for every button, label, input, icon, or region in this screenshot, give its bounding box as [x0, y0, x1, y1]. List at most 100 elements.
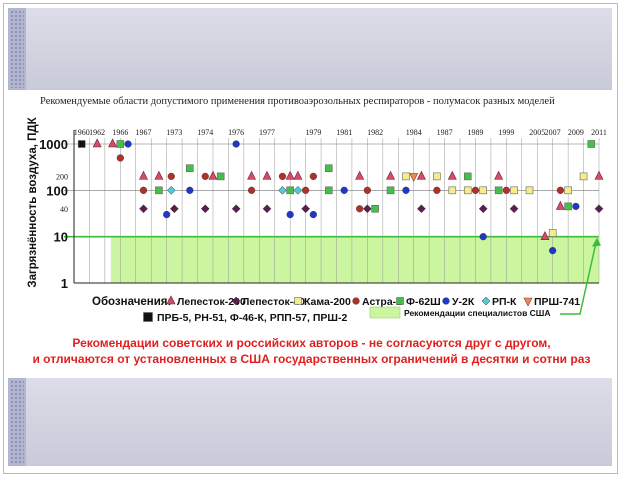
- data-point: [324, 164, 333, 173]
- data-point: [286, 210, 294, 219]
- legend-title: Обозначения:: [92, 296, 171, 308]
- data-point: [293, 185, 303, 195]
- data-point: [471, 186, 480, 194]
- us-zone-arrow: [560, 242, 597, 315]
- data-point: [301, 204, 310, 214]
- us-zone: [110, 236, 599, 283]
- data-point: [208, 170, 218, 180]
- data-point: [324, 186, 333, 195]
- data-point: [355, 170, 365, 180]
- data-point: [232, 140, 240, 148]
- year-label: 1999: [498, 128, 514, 137]
- data-point: [356, 205, 364, 213]
- year-label: 2011: [591, 128, 607, 137]
- y-tick-label: 10: [54, 230, 68, 245]
- data-point: [494, 170, 504, 180]
- data-point: [108, 138, 118, 148]
- data-point: [587, 140, 596, 148]
- conclusion-line-2: и отличаются от установленных в США госу…: [32, 352, 591, 366]
- data-point: [278, 172, 287, 180]
- data-point: [278, 185, 287, 195]
- legend-marker: [166, 295, 176, 305]
- data-point: [293, 170, 303, 180]
- data-point: [478, 204, 488, 214]
- legend-label: РП-К: [492, 296, 517, 308]
- y-axis-label: Загрязнённость воздуха, ПДК: [27, 116, 39, 287]
- year-label: 1987: [437, 128, 453, 137]
- data-point: [92, 138, 102, 148]
- legend-marker: [143, 312, 153, 322]
- conclusion-line-1: Рекомендации советских и российских авто…: [72, 336, 551, 350]
- year-label: 1962: [89, 128, 105, 137]
- data-point: [262, 204, 272, 214]
- bottom-decor-band: [8, 378, 612, 466]
- data-point: [402, 172, 410, 181]
- data-point: [363, 186, 371, 194]
- year-label: 1977: [259, 128, 275, 137]
- legend-label: ПРБ-5, РН-51, Ф-46-К, РПП-57, ПРШ-2: [157, 312, 347, 324]
- data-point: [116, 140, 125, 148]
- data-point: [463, 186, 472, 195]
- data-point: [167, 172, 175, 180]
- legend-label: Лепесток-200: [177, 296, 246, 308]
- chart-title: Рекомендуемые области допустимого примен…: [40, 96, 555, 107]
- data-point: [510, 186, 518, 195]
- data-point: [479, 186, 487, 195]
- data-point: [247, 186, 256, 194]
- data-point: [371, 204, 379, 213]
- data-point: [502, 186, 510, 194]
- legend-label: У-2К: [452, 296, 475, 308]
- data-point: [302, 186, 310, 194]
- legend-marker: [442, 297, 450, 305]
- year-label: 1979: [305, 128, 321, 137]
- data-point: [138, 170, 148, 180]
- y-tick-label: 1: [61, 276, 68, 291]
- data-point: [154, 170, 164, 180]
- year-label: 1981: [336, 128, 352, 137]
- data-point: [155, 186, 163, 195]
- data-point: [231, 204, 241, 214]
- data-point: [579, 172, 588, 181]
- legend-marker: [352, 297, 360, 305]
- data-point: [340, 186, 348, 194]
- data-point: [548, 229, 557, 237]
- data-point: [479, 233, 487, 241]
- data-point: [170, 204, 179, 214]
- data-point: [564, 202, 572, 211]
- year-label: 1984: [406, 128, 422, 137]
- us-zone-legend-label: Рекомендации специалистов США: [404, 308, 550, 318]
- data-point: [363, 204, 372, 214]
- legend-label: Кама-200: [304, 296, 351, 308]
- data-point: [556, 186, 564, 194]
- year-label: 1967: [135, 128, 151, 137]
- y-tick-label-minor: 200: [56, 172, 68, 181]
- data-point: [549, 247, 557, 255]
- data-point: [186, 164, 194, 173]
- year-label: 1982: [367, 128, 383, 137]
- legend-label: Астра-2: [362, 296, 402, 308]
- us-zone-arrow-head: [592, 237, 601, 247]
- data-point: [309, 210, 317, 219]
- data-point: [555, 200, 565, 210]
- data-point: [463, 172, 472, 181]
- data-point: [572, 202, 580, 211]
- data-point: [525, 186, 534, 195]
- data-point: [447, 170, 457, 180]
- year-label: 1966: [112, 128, 128, 137]
- data-point: [201, 172, 209, 180]
- data-point: [433, 186, 441, 194]
- data-point: [139, 204, 148, 214]
- data-point: [116, 154, 124, 162]
- us-zone-legend-swatch: [369, 306, 401, 319]
- data-point: [433, 172, 441, 181]
- data-point: [77, 140, 86, 148]
- data-point: [124, 140, 132, 148]
- legend-marker: [396, 297, 404, 305]
- y-tick-label: 1000: [39, 137, 68, 152]
- data-point: [216, 172, 225, 181]
- data-point: [564, 186, 572, 195]
- data-point: [386, 170, 396, 180]
- data-point: [540, 230, 550, 240]
- data-point: [186, 186, 194, 194]
